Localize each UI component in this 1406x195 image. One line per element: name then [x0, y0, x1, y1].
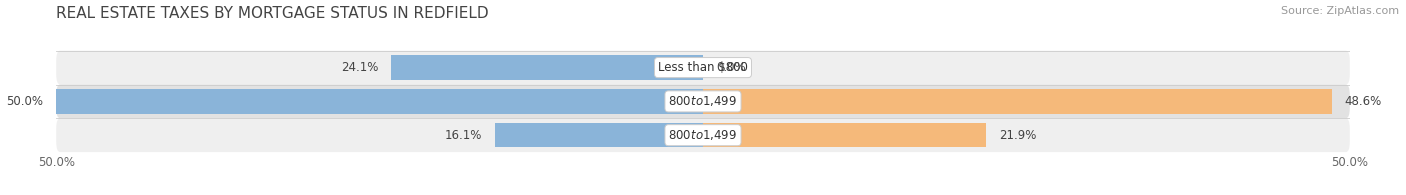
Text: 50.0%: 50.0% [6, 95, 44, 108]
Bar [703, 123, 986, 147]
Text: Less than $800: Less than $800 [658, 61, 748, 74]
Bar [495, 123, 703, 147]
Text: 16.1%: 16.1% [444, 129, 482, 142]
Text: REAL ESTATE TAXES BY MORTGAGE STATUS IN REDFIELD: REAL ESTATE TAXES BY MORTGAGE STATUS IN … [56, 6, 489, 21]
Text: 21.9%: 21.9% [1000, 129, 1036, 142]
Bar [703, 89, 1331, 113]
Bar [391, 55, 703, 80]
Text: $800 to $1,499: $800 to $1,499 [668, 94, 738, 108]
FancyBboxPatch shape [56, 51, 1350, 84]
Text: 48.6%: 48.6% [1344, 95, 1382, 108]
Text: $800 to $1,499: $800 to $1,499 [668, 128, 738, 142]
Text: 0.0%: 0.0% [716, 61, 745, 74]
Bar [56, 89, 703, 113]
Text: 24.1%: 24.1% [340, 61, 378, 74]
FancyBboxPatch shape [56, 84, 1350, 118]
FancyBboxPatch shape [56, 118, 1350, 152]
Text: Source: ZipAtlas.com: Source: ZipAtlas.com [1281, 6, 1399, 16]
